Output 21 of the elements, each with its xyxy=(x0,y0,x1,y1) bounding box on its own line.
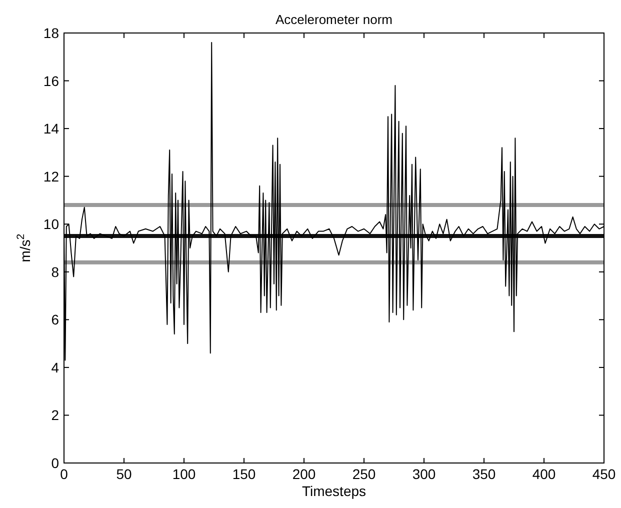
x-tick-label: 200 xyxy=(292,466,316,482)
x-tick-label: 350 xyxy=(472,466,496,482)
x-tick-label: 450 xyxy=(592,466,616,482)
x-tick-label: 50 xyxy=(116,466,132,482)
y-tick-label: 14 xyxy=(43,120,60,137)
y-tick-label: 12 xyxy=(43,168,60,184)
x-axis-title: Timesteps xyxy=(302,483,366,499)
chart-title: Accelerometer norm xyxy=(275,12,393,27)
y-tick-label: 6 xyxy=(51,312,60,328)
y-tick-label: 2 xyxy=(51,407,60,424)
y-tick-label: 10 xyxy=(43,216,60,232)
x-tick-label: 250 xyxy=(352,466,376,482)
x-tick-label: 300 xyxy=(412,466,436,482)
y-tick-label: 8 xyxy=(51,264,60,280)
y-tick-label: 4 xyxy=(51,359,60,376)
x-tick-label: 400 xyxy=(532,466,556,482)
x-tick-label: 100 xyxy=(172,466,196,482)
y-tick-label: 18 xyxy=(43,25,60,41)
x-tick-label: 150 xyxy=(232,466,256,482)
y-tick-label: 16 xyxy=(43,72,60,89)
y-tick-label: 0 xyxy=(51,455,60,471)
